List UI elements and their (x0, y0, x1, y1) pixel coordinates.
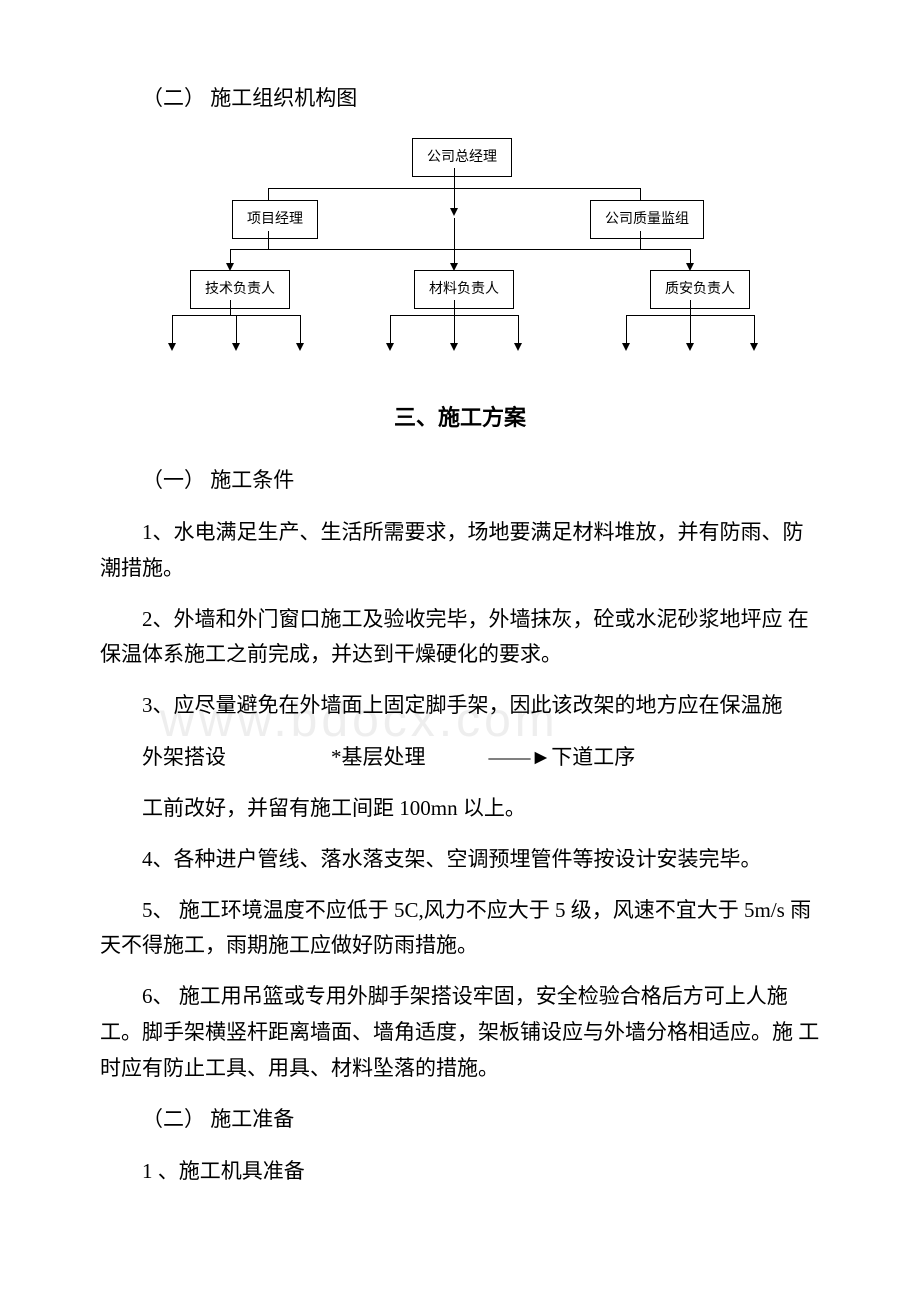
org-line (236, 315, 237, 345)
arrow-icon (622, 343, 630, 351)
paragraph-3b: 工前改好，并留有施工间距 100mn 以上。 (100, 791, 820, 827)
paragraph-3: 3、应尽量避免在外墙面上固定脚手架，因此该改架的地方应在保温施 (100, 688, 820, 724)
org-line (454, 168, 455, 188)
org-line (454, 315, 455, 345)
org-line (454, 188, 455, 210)
arrow-icon (386, 343, 394, 351)
org-line (690, 300, 691, 315)
org-box-material: 材料负责人 (414, 270, 514, 309)
org-chart: 公司总经理 项目经理 公司质量监组 技术负责人 材料负责人 质安负责人 (150, 138, 770, 368)
subsection-1: （一） 施工条件 (100, 462, 820, 500)
arrow-icon (450, 208, 458, 216)
org-box-safety: 质安负责人 (650, 270, 750, 309)
subsection-2: （二） 施工准备 (100, 1101, 820, 1139)
org-line (454, 218, 455, 249)
org-line (230, 249, 690, 250)
arrow-icon (686, 343, 694, 351)
paragraph-7: 1 、施工机具准备 (100, 1154, 820, 1190)
arrow-icon (232, 343, 240, 351)
main-title: 三、施工方案 (100, 398, 820, 438)
document-content: （二） 施工组织机构图 公司总经理 项目经理 公司质量监组 技术负责人 (100, 80, 820, 1190)
section-heading-org: （二） 施工组织机构图 (100, 80, 820, 118)
org-box-tech: 技术负责人 (190, 270, 290, 309)
org-line (230, 300, 231, 315)
paragraph-6: 6、 施工用吊篮或专用外脚手架搭设牢固，安全检验合格后方可上人施 工。脚手架横竖… (100, 979, 820, 1086)
org-line (626, 315, 627, 345)
arrow-icon (450, 343, 458, 351)
flow-text: 外架搭设 *基层处理 ——►下道工序 (100, 739, 820, 777)
paragraph-4: 4、各种进户管线、落水落支架、空调预埋管件等按设计安装完毕。 (100, 842, 820, 878)
org-line (454, 300, 455, 315)
paragraph-5: 5、 施工环境温度不应低于 5C,风力不应大于 5 级，风速不宜大于 5m/s … (100, 893, 820, 964)
org-line (690, 315, 691, 345)
arrow-icon (750, 343, 758, 351)
org-line (518, 315, 519, 345)
paragraph-1: 1、水电满足生产、生活所需要求，场地要满足材料堆放，并有防雨、防 潮措施。 (100, 515, 820, 586)
org-line (754, 315, 755, 345)
org-box-pm: 项目经理 (232, 200, 318, 239)
org-line (640, 231, 641, 249)
org-box-top: 公司总经理 (412, 138, 512, 177)
org-line (268, 188, 269, 200)
org-line (300, 315, 301, 345)
arrow-icon (168, 343, 176, 351)
org-line (172, 315, 173, 345)
org-box-quality: 公司质量监组 (590, 200, 704, 239)
org-line (640, 188, 641, 200)
paragraph-2: 2、外墙和外门窗口施工及验收完毕，外墙抹灰，砼或水泥砂浆地坪应 在保温体系施工之… (100, 602, 820, 673)
arrow-icon (296, 343, 304, 351)
arrow-icon (514, 343, 522, 351)
org-line (268, 231, 269, 249)
org-line (390, 315, 391, 345)
